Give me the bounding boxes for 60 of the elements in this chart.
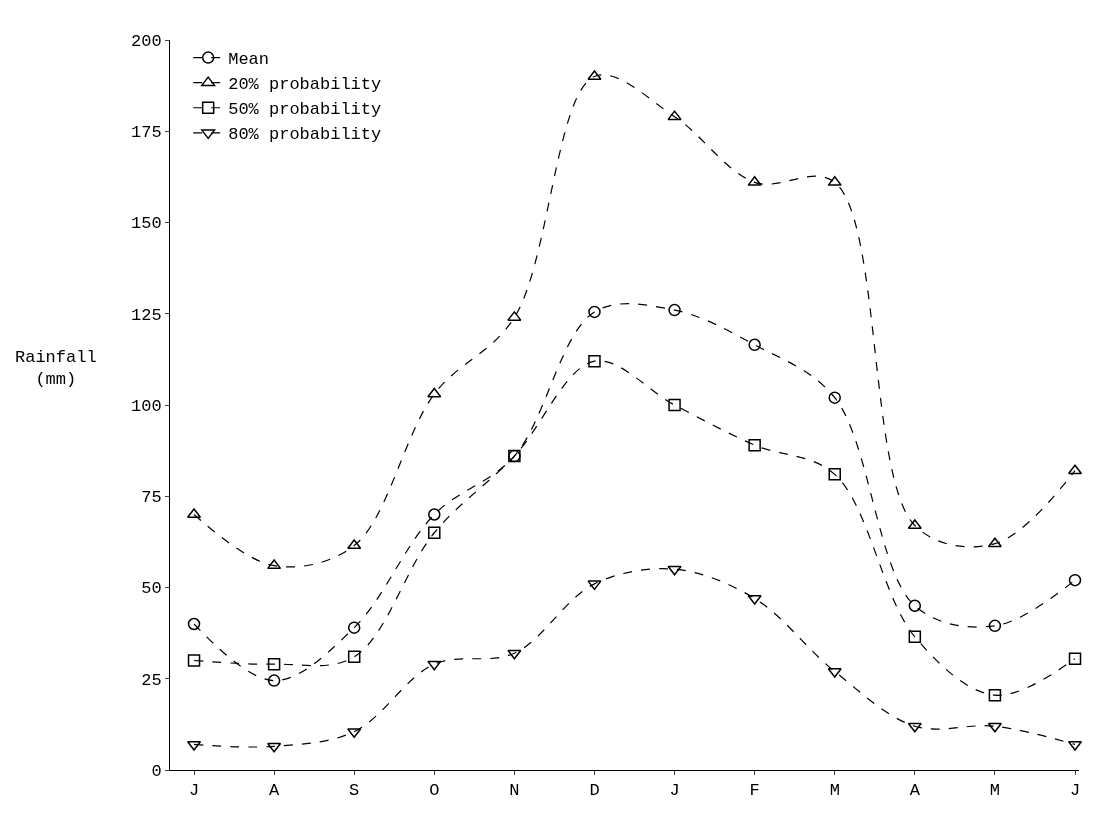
point <box>427 387 442 398</box>
point <box>588 354 601 368</box>
x-tick-label: O <box>429 781 440 801</box>
legend-label: Mean <box>228 50 269 70</box>
point <box>187 654 201 667</box>
x-tick-label: N <box>509 781 520 801</box>
y-tick-label: 50 <box>141 579 162 599</box>
y-tick-label: 75 <box>141 488 162 508</box>
point <box>668 398 681 412</box>
legend-label: 50% probability <box>228 100 382 120</box>
point <box>748 438 761 452</box>
x-tick-label: D <box>589 781 600 801</box>
point <box>347 539 362 550</box>
x-tick-label: S <box>349 781 360 801</box>
point <box>267 559 282 570</box>
point <box>267 742 282 753</box>
x-tick-label: A <box>909 781 921 801</box>
point <box>908 599 922 612</box>
y-tick-label: 0 <box>151 761 162 781</box>
point <box>427 660 442 671</box>
point <box>428 508 441 521</box>
y-tick-label: 200 <box>130 31 162 51</box>
y-tick-label: 100 <box>130 396 162 416</box>
y-axis-title: Rainfall (mm) <box>15 348 97 390</box>
y-tick-label: 150 <box>130 214 162 234</box>
point <box>588 305 601 319</box>
point <box>347 621 361 634</box>
x-tick-label: M <box>829 781 840 801</box>
point <box>827 667 842 678</box>
point <box>828 468 841 481</box>
point <box>267 657 281 671</box>
legend-label: 20% probability <box>228 75 382 95</box>
y-tick-label: 125 <box>130 305 162 325</box>
point <box>667 110 682 121</box>
point <box>1068 573 1082 587</box>
point <box>668 303 681 317</box>
x-tick-label: M <box>989 781 1001 801</box>
point <box>988 688 1002 702</box>
point <box>828 391 841 404</box>
point <box>587 580 602 591</box>
point <box>187 617 201 631</box>
point <box>667 565 682 576</box>
x-tick-label: J <box>188 781 200 801</box>
point <box>1068 652 1082 665</box>
y-tick-label: 175 <box>130 123 162 143</box>
x-tick-label: J <box>669 781 680 801</box>
point <box>347 650 361 664</box>
point <box>747 594 762 605</box>
x-tick-label: F <box>749 781 760 801</box>
legend-label: 80% probability <box>228 125 382 145</box>
point <box>428 526 441 539</box>
x-tick-label: A <box>269 781 281 801</box>
y-tick-label: 25 <box>141 670 162 690</box>
x-tick-label: J <box>1069 781 1081 801</box>
point <box>507 649 522 660</box>
point <box>907 722 922 733</box>
point <box>988 619 1002 633</box>
point <box>748 338 761 352</box>
point <box>908 630 922 644</box>
point <box>267 674 281 687</box>
